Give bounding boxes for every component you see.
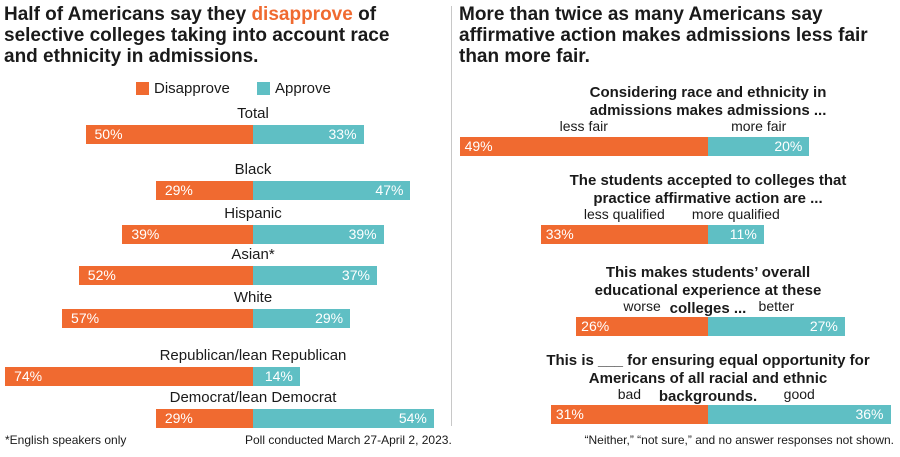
question-label: The students accepted to colleges that p… [569, 172, 847, 207]
legend-disapprove: Disapprove [136, 80, 230, 97]
response-label-right: good [783, 386, 815, 402]
bar-left-response: 31% [550, 405, 708, 424]
bar-right-response: 11% [708, 225, 764, 244]
bar-disapprove: 29% [155, 181, 253, 200]
group-label: Democrat/lean Democrat [169, 389, 337, 406]
bar-approve: 29% [253, 309, 351, 328]
group-label: Hispanic [224, 205, 282, 222]
legend-label-disapprove: Disapprove [154, 80, 230, 97]
bar-approve: 33% [253, 125, 364, 144]
response-label-left: bad [617, 386, 642, 402]
right-chart-title: More than twice as many Americans say af… [459, 4, 868, 67]
panel-divider [451, 6, 452, 426]
question-label: Considering race and ethnicity in admiss… [589, 84, 827, 119]
legend-approve: Approve [257, 80, 331, 97]
footnote-responses-not-shown: “Neither,” “not sure,” and no answer res… [584, 433, 895, 447]
bar-approve: 54% [253, 409, 434, 428]
bar-approve: 39% [253, 225, 384, 244]
response-label-right: better [758, 298, 795, 314]
bar-disapprove: 74% [5, 367, 253, 386]
bar-right-response: 36% [708, 405, 891, 424]
response-label-right: more qualified [691, 206, 780, 222]
bar-disapprove: 52% [78, 266, 253, 285]
bar-left-response: 33% [540, 225, 708, 244]
bar-approve: 14% [253, 367, 300, 386]
legend-swatch-approve [257, 82, 270, 95]
response-label-left: worse [623, 298, 661, 314]
legend-label-approve: Approve [275, 80, 331, 97]
group-label: Total [237, 105, 269, 122]
legend-swatch-disapprove [136, 82, 149, 95]
question-label: This makes students’ overall educational… [594, 264, 822, 317]
response-label-right: more fair [731, 118, 787, 134]
group-label: Black [234, 161, 272, 178]
group-label: White [233, 289, 273, 306]
response-label-left: less qualified [583, 206, 665, 222]
group-label: Asian* [231, 246, 275, 263]
footnote-poll-dates: Poll conducted March 27-April 2, 2023. [245, 433, 452, 447]
bar-approve: 37% [253, 266, 377, 285]
question-label: This is ___ for ensuring equal opportuni… [546, 352, 870, 405]
left-title-pre: Half of Americans say they [4, 4, 252, 25]
left-chart-title: Half of Americans say they disapprove of… [4, 4, 424, 67]
bar-disapprove: 39% [122, 225, 253, 244]
response-label-left: less fair [559, 118, 608, 134]
bar-disapprove: 50% [85, 125, 253, 144]
bar-disapprove: 57% [62, 309, 253, 328]
bar-left-response: 26% [576, 317, 708, 336]
footnote-english-speakers: *English speakers only [5, 433, 127, 447]
bar-right-response: 20% [708, 137, 810, 156]
bar-approve: 47% [253, 181, 411, 200]
left-title-highlight: disapprove [251, 4, 353, 25]
left-title-post: of selective colleges taking into accoun… [4, 4, 390, 67]
bar-disapprove: 29% [155, 409, 253, 428]
bar-right-response: 27% [708, 317, 845, 336]
group-label: Republican/lean Republican [159, 347, 347, 364]
bar-left-response: 49% [459, 137, 708, 156]
